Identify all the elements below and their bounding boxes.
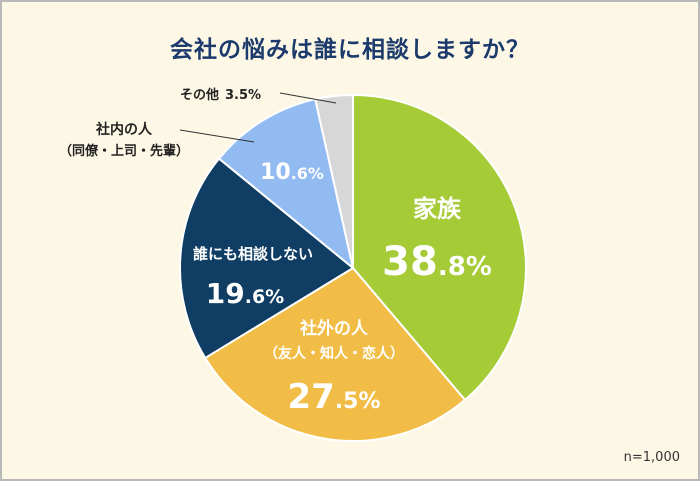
sublabel-inside: （同僚・上司・先輩） <box>59 143 189 159</box>
leader-other <box>279 92 337 104</box>
sample-size-note: n=1,000 <box>623 450 680 465</box>
value-outside-big: 27 <box>287 377 334 417</box>
value-family: 38.8% <box>382 239 492 285</box>
slice-outside <box>203 266 467 442</box>
label-family: 家族 <box>413 195 462 223</box>
label-other-name: その他 <box>180 87 219 103</box>
value-outside-small: .5% <box>335 389 381 414</box>
value-no-one: 19.6% <box>206 277 284 310</box>
slice-family <box>352 93 527 402</box>
leader-inside <box>179 129 255 143</box>
value-outside: 27.5% <box>287 377 380 417</box>
value-no-one-small: .6% <box>245 286 284 308</box>
value-family-small: .8% <box>438 252 492 282</box>
value-inside-big: 10 <box>260 160 291 185</box>
label-other: その他 3.5% <box>180 87 261 103</box>
value-inside-small: .6% <box>291 164 324 183</box>
label-other-value: 3.5% <box>225 88 261 103</box>
label-no-one: 誰にも相談しない <box>193 245 313 263</box>
label-inside: 社内の人 <box>95 121 153 138</box>
value-inside: 10.6% <box>260 160 324 185</box>
sublabel-outside: （友人・知人・恋人） <box>264 345 404 362</box>
value-family-big: 38 <box>382 239 438 285</box>
slice-no-one <box>179 157 355 360</box>
chart-title: 会社の悩みは誰に相談しますか？ <box>170 37 530 63</box>
value-no-one-big: 19 <box>206 277 245 310</box>
label-outside: 社外の人 <box>299 318 369 339</box>
